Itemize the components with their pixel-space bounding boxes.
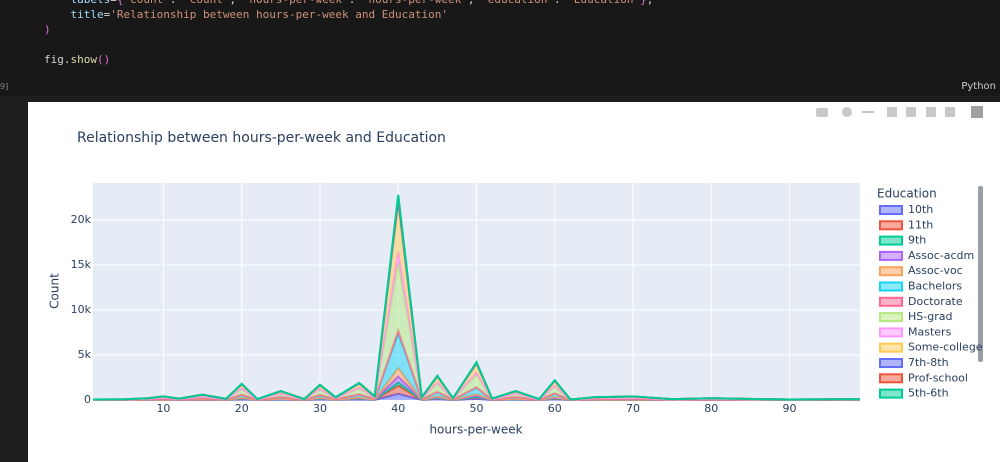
legend-swatch[interactable] xyxy=(879,205,903,215)
areas xyxy=(92,194,861,401)
code-line: ) xyxy=(44,23,51,36)
legend-label: Masters xyxy=(908,325,952,338)
y-tick-label: 15k xyxy=(71,258,92,271)
autoscale-button[interactable] xyxy=(926,107,936,117)
y-tick-label: 10k xyxy=(71,303,92,316)
y-tick-label: 0 xyxy=(84,393,91,406)
legend-swatch[interactable] xyxy=(879,296,903,307)
y-tick-label: 5k xyxy=(78,348,92,361)
legend-swatch[interactable] xyxy=(879,281,903,292)
legend-label: 10th xyxy=(908,203,933,216)
legend-label: HS-grad xyxy=(908,310,952,323)
modebar xyxy=(816,106,983,118)
legend-swatch[interactable] xyxy=(879,220,903,231)
x-tick-label: 20 xyxy=(235,402,249,415)
legend-swatch[interactable] xyxy=(879,373,903,384)
legend-label: Some-college xyxy=(908,341,983,354)
legend-label: 11th xyxy=(908,218,933,231)
x-tick-label: 70 xyxy=(626,402,640,415)
legend-title: Education xyxy=(877,187,937,201)
x-tick-label: 80 xyxy=(704,402,718,415)
code-line: labels={'count': 'Count', 'hours-per-wee… xyxy=(44,0,654,7)
code-line: title='Relationship between hours-per-we… xyxy=(70,8,449,21)
area-line xyxy=(92,194,861,401)
x-tick-label: 60 xyxy=(548,402,562,415)
plotly-logo[interactable] xyxy=(971,106,983,118)
zoom-button[interactable] xyxy=(842,107,852,117)
legend-swatch[interactable] xyxy=(879,312,903,323)
x-tick-label: 90 xyxy=(783,402,797,415)
legend-swatch[interactable] xyxy=(879,342,903,353)
legend-label: Assoc-voc xyxy=(908,264,963,277)
camera-button[interactable] xyxy=(816,108,828,117)
pan-button[interactable] xyxy=(862,111,874,113)
x-tick-label: 50 xyxy=(470,402,484,415)
code-cell: labels={'count': 'Count', 'hours-per-wee… xyxy=(0,0,1000,96)
zoom-in-button[interactable] xyxy=(887,107,897,117)
code: labels={'count': 'Count', 'hours-per-wee… xyxy=(44,0,653,67)
x-tick-label: 40 xyxy=(391,402,405,415)
x-tick-label: 10 xyxy=(156,402,170,415)
legend-swatch[interactable] xyxy=(879,250,903,261)
y-axis-title: Count xyxy=(48,273,62,309)
legend-swatch[interactable] xyxy=(879,327,903,338)
legend-label: Assoc-acdm xyxy=(908,249,974,262)
legend-swatch[interactable] xyxy=(879,235,903,246)
legend-swatch[interactable] xyxy=(879,266,903,277)
legend-label: 5th-6th xyxy=(908,387,949,400)
y-tick-label: 20k xyxy=(71,213,92,226)
execution-count: 9] xyxy=(0,82,9,91)
code-line: fig.show() xyxy=(44,53,111,66)
legend-label: 7th-8th xyxy=(908,356,949,369)
reset-button[interactable] xyxy=(945,107,955,117)
chart-title: Relationship between hours-per-week and … xyxy=(77,130,446,146)
legend-label: Prof-school xyxy=(908,371,968,384)
legend-scrollbar[interactable] xyxy=(978,186,983,362)
cell-language[interactable]: Python xyxy=(961,81,996,92)
x-tick-label: 30 xyxy=(313,402,327,415)
legend-label: Doctorate xyxy=(908,295,963,308)
legend-label: 9th xyxy=(908,234,926,247)
legend-label: Bachelors xyxy=(908,280,962,293)
legend-swatch[interactable] xyxy=(879,388,903,399)
legend-swatch[interactable] xyxy=(879,358,903,368)
x-axis-title: hours-per-week xyxy=(429,423,522,437)
zoom-out-button[interactable] xyxy=(906,107,916,117)
